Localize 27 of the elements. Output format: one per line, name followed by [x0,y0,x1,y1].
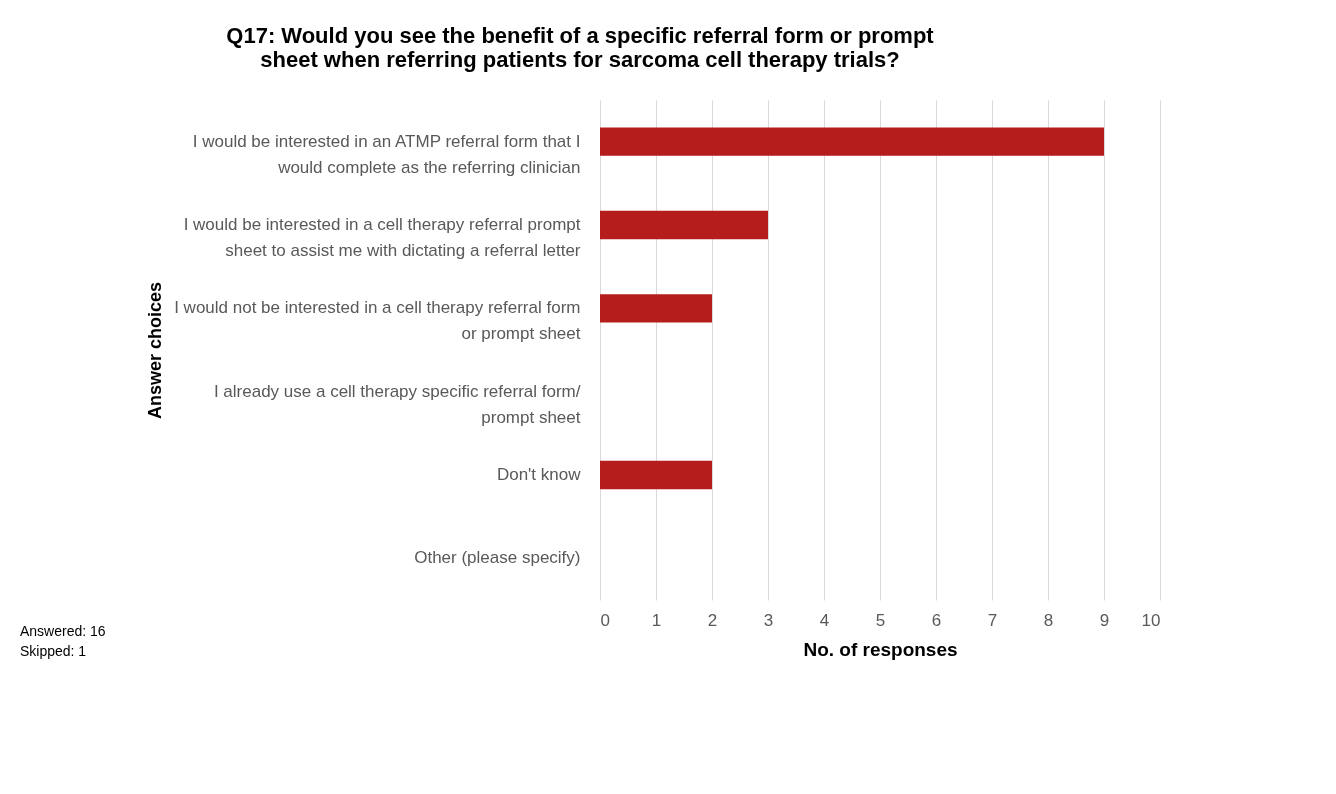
y-tick-label: Don't know [496,465,582,484]
y-tick-label: I would not be interested in a cell therapy referral form or prompt sheet [174,298,581,344]
bar [600,294,712,323]
text: Q17: Would you see the benefit of a specific referral form or prompt [226,23,934,48]
x-tick-label: 4 [819,610,830,630]
x-tick-label: 10 [1141,610,1161,630]
y-tick-label: Other (please specify) [414,548,581,568]
x-tick-label: 0 [600,610,610,630]
bar [600,127,1104,156]
y-axis-title: Answer choices [144,281,165,420]
bar [600,210,768,240]
y-tick-label: I would be interested in a cell therapy referral prompt sheet to assist me with dictating a referral letter [183,215,581,260]
text: Answered: 16 [20,623,106,639]
x-axis-title: No. of responses [803,638,958,660]
x-tick-label: 7 [987,610,998,630]
x-tick-label: 8 [1043,610,1054,630]
text: sheet when referring patients for sarcoma cell therapy trials? [260,47,900,72]
x-tick-label: 6 [931,610,942,630]
bar [600,460,712,490]
x-tick-label: 3 [763,610,774,630]
y-tick-label: I already use a cell therapy specific referral form/ prompt sheet [213,381,581,427]
text: Skipped: 1 [20,643,87,659]
x-tick-label: 1 [651,610,662,630]
x-tick-label: 5 [875,610,886,630]
y-tick-label: I would be interested in an ATMP referral form that I would complete as the referring clinician [192,131,581,177]
x-tick-label: 9 [1099,610,1110,630]
x-tick-label: 2 [707,610,718,630]
